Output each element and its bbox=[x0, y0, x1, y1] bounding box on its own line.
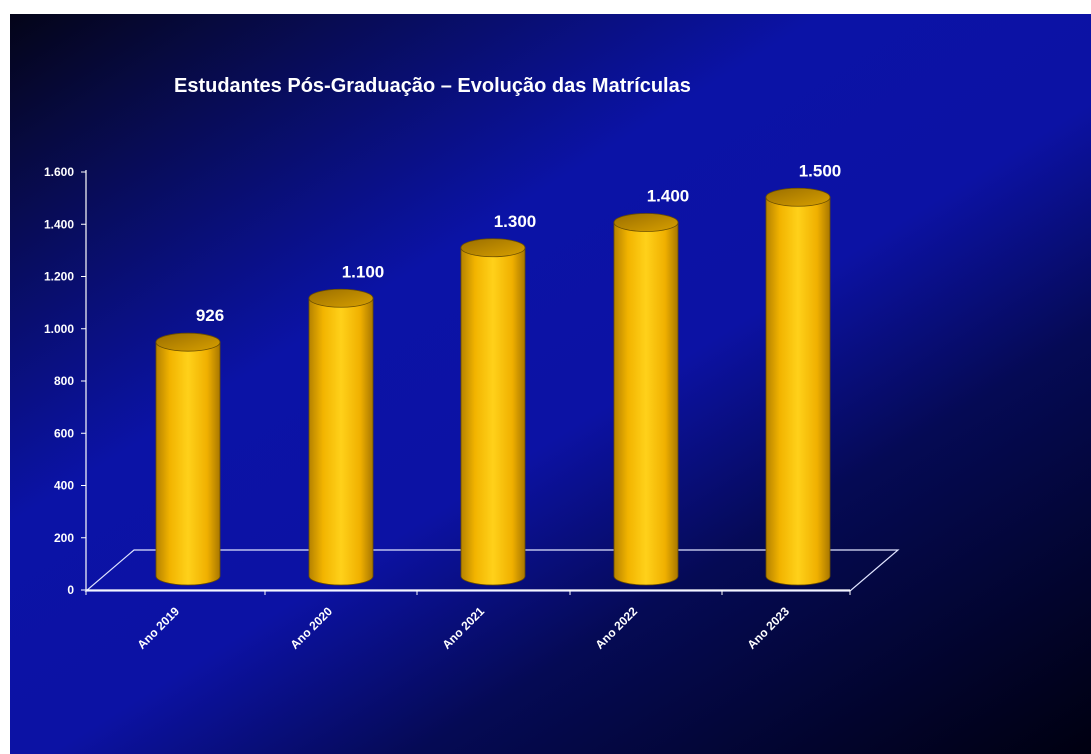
bar-body bbox=[308, 297, 374, 586]
y-tick-label: 200 bbox=[54, 531, 74, 545]
y-tick-label: 0 bbox=[67, 583, 74, 597]
bar-top bbox=[155, 332, 221, 352]
bar bbox=[155, 332, 221, 586]
x-axis-labels: Ano 2019 Ano 2020 Ano 2021 Ano 2022 Ano 2023 bbox=[134, 604, 792, 652]
y-tick-label: 1.600 bbox=[44, 165, 74, 179]
y-tick-label: 1.200 bbox=[44, 270, 74, 284]
bar-top bbox=[613, 213, 679, 232]
slide-background: Estudantes Pós-Graduação – Evolução das … bbox=[10, 14, 1091, 754]
bar bbox=[308, 288, 374, 586]
bar-body bbox=[155, 341, 221, 586]
floor-plane bbox=[84, 549, 900, 592]
data-label: 1.500 bbox=[799, 161, 842, 180]
chart-floor bbox=[84, 549, 900, 592]
chart-title: Estudantes Pós-Graduação – Evolução das … bbox=[174, 75, 691, 97]
data-labels: 926 1.100 1.300 1.400 1.500 bbox=[196, 161, 841, 325]
x-tick-label: Ano 2019 bbox=[134, 604, 182, 652]
bars bbox=[155, 187, 831, 586]
bar bbox=[460, 238, 526, 586]
bar bbox=[613, 213, 679, 586]
bar-body bbox=[460, 247, 526, 586]
y-axis: 0 200 400 600 800 1.000 1.200 1.400 1.600 bbox=[44, 165, 851, 597]
y-tick-label: 1.400 bbox=[44, 217, 74, 231]
x-tick-label: Ano 2023 bbox=[744, 604, 792, 652]
x-tick-label: Ano 2020 bbox=[287, 604, 335, 652]
bar-body bbox=[613, 222, 679, 586]
y-tick-label: 400 bbox=[54, 479, 74, 493]
bar-chart: Estudantes Pós-Graduação – Evolução das … bbox=[44, 75, 900, 652]
bar-body bbox=[765, 196, 831, 586]
y-tick-label: 600 bbox=[54, 426, 74, 440]
data-label: 1.100 bbox=[342, 262, 385, 281]
bar-top bbox=[460, 238, 526, 258]
y-tick-label: 800 bbox=[54, 374, 74, 388]
x-tick-label: Ano 2021 bbox=[439, 604, 487, 652]
bar-top bbox=[308, 288, 374, 308]
x-tick-label: Ano 2022 bbox=[592, 604, 640, 652]
bar bbox=[765, 187, 831, 586]
y-tick-label: 1.000 bbox=[44, 322, 74, 336]
data-label: 1.400 bbox=[647, 187, 690, 206]
data-label: 1.300 bbox=[494, 212, 537, 231]
data-label: 926 bbox=[196, 306, 224, 325]
bar-top bbox=[765, 187, 831, 207]
